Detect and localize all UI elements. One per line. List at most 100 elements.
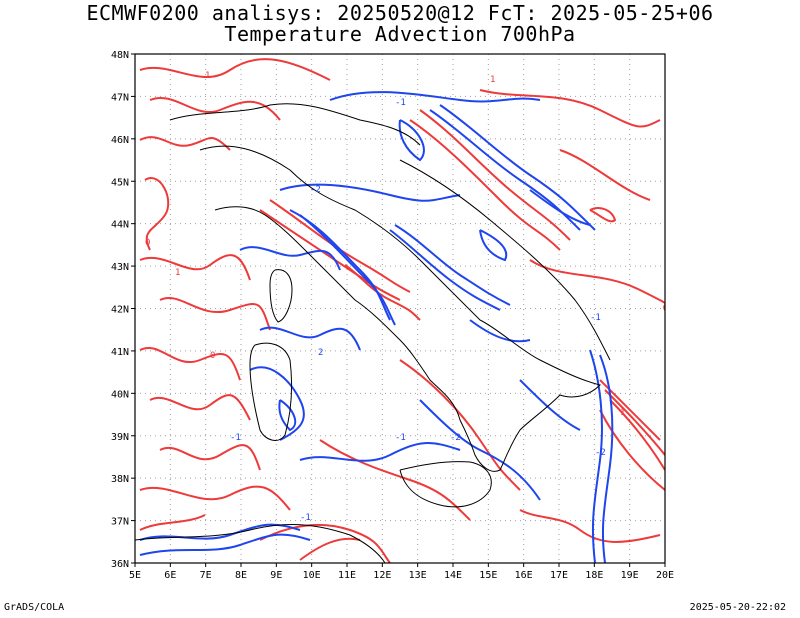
lat-tick-label: 48N [111,50,129,61]
lon-tick-label: 13E [409,570,427,581]
warm-contour [409,119,561,251]
warm-contour [159,444,261,471]
cold-contour [439,104,596,231]
warm-contour [144,177,170,251]
lon-tick-label: 18E [585,570,603,581]
contour-label: 1 [490,75,495,85]
warm-contour [149,394,251,421]
lat-tick-label: 46N [111,135,129,146]
warm-contour [479,89,661,128]
contour-label: 1 [175,268,180,278]
warm-contour [589,207,617,223]
warm-contour [299,537,361,561]
warm-contour [269,199,411,293]
cold-contour [139,523,301,541]
cold-contour [259,326,361,351]
cold-contour [389,229,501,311]
lon-tick-label: 12E [373,570,391,581]
lat-tick-label: 41N [111,347,129,358]
warm-contour [599,379,661,441]
warm-contour [399,359,521,491]
warm-contour [419,109,571,241]
warm-contour [259,523,391,563]
lat-tick-label: 36N [111,559,129,570]
warm-contour [139,485,291,511]
lon-tick-label: 16E [515,570,533,581]
lon-tick-label: 6E [164,570,176,581]
contour-label: 0 [145,238,150,248]
warm-contour [139,136,231,151]
lon-tick-label: 8E [235,570,247,581]
warm-contour [259,209,401,301]
lon-tick-label: 9E [270,570,282,581]
contour-label: 1 [205,71,210,81]
warm-advection-contours [139,58,665,563]
lat-tick-label: 44N [111,220,129,231]
cold-contour [589,349,603,563]
warm-contour [609,399,665,471]
cold-contour [249,366,305,441]
cold-contour [299,442,461,462]
contour-label: -1 [395,433,406,443]
cold-contour [329,91,541,103]
lat-tick-label: 43N [111,262,129,273]
warm-contour [139,514,206,531]
cold-contour [599,354,614,563]
warm-contour [519,509,661,543]
coastline-balkans [399,159,611,361]
warm-contour [599,409,665,491]
cold-contour [139,533,311,556]
lon-tick-label: 5E [129,570,141,581]
lon-tick-label: 10E [303,570,321,581]
border-alps [169,103,421,146]
map-subtitle: Temperature Advection 700hPa [224,22,576,46]
contour-label: -1 [230,433,241,443]
contour-label: -2 [595,448,606,458]
warm-contour [344,264,421,321]
contour-label: -1 [590,313,601,323]
lon-tick-label: 7E [200,570,212,581]
cold-contour [299,214,396,326]
coastlines [135,103,611,563]
lon-tick-label: 11E [338,570,356,581]
warm-contour [319,439,471,521]
warm-contour [159,297,271,331]
coastline-italy [199,145,601,472]
cold-contour [289,209,391,321]
contour-label: -1 [395,98,406,108]
lat-tick-label: 38N [111,474,129,485]
warm-contour [139,58,331,81]
lat-tick-label: 45N [111,177,129,188]
latitude-axis: 36N 37N 38N 39N 40N 41N 42N 43N 44N 45N 46N 47N 48N [111,50,135,570]
cold-contour [239,246,341,271]
lat-tick-label: 37N [111,517,129,528]
graticule [135,54,665,563]
lon-tick-label: 15E [479,570,497,581]
contour-label: -2 [450,433,461,443]
lon-tick-label: 14E [444,570,462,581]
cold-contour [469,319,531,343]
coastline-corsica [269,269,293,323]
coastline-africa [135,524,386,563]
longitude-axis: 5E 6E 7E 8E 9E 10E 11E 12E 13E 14E 15E 16E 17E 18E 19E… [129,563,674,581]
warm-contour [149,97,281,121]
cold-contour [519,379,581,431]
lon-tick-label: 20E [656,570,674,581]
software-credit: GrADS/COLA [4,602,65,613]
contour-labels: 1 0 1 0 1 1 -1 -2 2 -2 -1 -2 -1 -1 -1 [145,71,625,523]
lon-tick-label: 17E [550,570,568,581]
warm-contour [559,149,651,201]
warm-contour [139,254,251,281]
lat-tick-label: 42N [111,305,129,316]
cold-contour [529,189,591,226]
lon-tick-label: 19E [621,570,639,581]
lat-tick-label: 40N [111,389,129,400]
contour-label: -2 [310,185,321,195]
cold-contour [394,224,511,306]
coastline-sicily [399,461,492,508]
warm-contour [139,347,241,381]
contour-label: 2 [318,348,323,358]
map-title: ECMWF0200 analisys: 20250520@12 FcT: 202… [86,1,714,25]
cold-advection-contours [139,91,614,563]
